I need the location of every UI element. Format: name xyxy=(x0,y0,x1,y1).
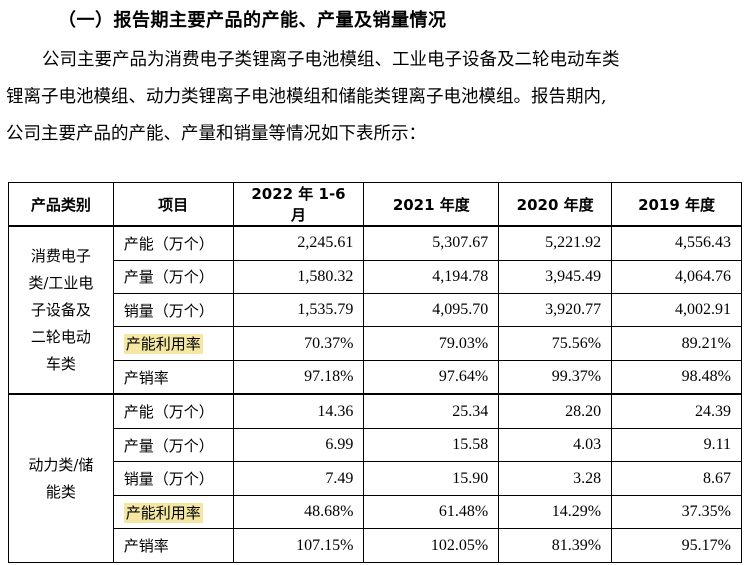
value-cell: 89.21% xyxy=(611,326,742,361)
item-cell: 产能（万个） xyxy=(112,393,234,429)
capacity-output-sales-table: 产品类别 项目 2022 年 1-6 月 2021 年度 2020 年度 201… xyxy=(8,182,742,564)
item-label: 销量（万个） xyxy=(123,301,214,320)
item-label: 产量（万个） xyxy=(123,268,214,287)
value-cell: 28.20 xyxy=(498,393,613,429)
value-cell: 14.36 xyxy=(232,393,365,429)
value-cell: 7.49 xyxy=(232,461,365,496)
value-cell: 14.29% xyxy=(498,494,613,530)
paragraph-line-1: 公司主要产品为消费电子类锂离子电池模组、工业电子设备及二轮电动车类 xyxy=(42,50,620,70)
item-label: 产能（万个） xyxy=(123,234,214,253)
value-cell: 70.37% xyxy=(232,326,365,361)
header-2019: 2019 年度 xyxy=(611,182,742,227)
header-2022h1: 2022 年 1-6 月 xyxy=(232,182,365,227)
table-row: 产量（万个） 6.99 15.58 4.03 9.11 xyxy=(9,427,742,463)
value-cell: 99.37% xyxy=(498,359,613,395)
item-label: 产销率 xyxy=(123,368,169,387)
value-cell: 81.39% xyxy=(498,528,613,563)
value-cell: 102.05% xyxy=(363,528,500,563)
value-cell: 95.17% xyxy=(611,528,742,563)
value-cell: 4,002.91 xyxy=(611,292,742,328)
category-cell: 动力类/储 能类 xyxy=(8,393,114,564)
paragraph-line-3: 公司主要产品的产能、产量和销量等情况如下表所示： xyxy=(6,124,426,144)
table-body: 消费电子 类/工业电 子设备及 二轮电动 车类 产能（万个） 2,245.61 5,307.6… xyxy=(8,224,742,564)
item-cell: 销量（万个） xyxy=(112,461,234,496)
table-row: 销量（万个） 7.49 15.90 3.28 8.67 xyxy=(9,461,742,496)
value-cell: 4.03 xyxy=(498,427,613,463)
value-cell: 61.48% xyxy=(363,494,500,530)
value-cell: 15.58 xyxy=(363,427,500,463)
table-row: 产能利用率 48.68% 61.48% 14.29% 37.35% xyxy=(9,494,742,530)
value-cell: 6.99 xyxy=(232,427,365,463)
table-header-row: 产品类别 项目 2022 年 1-6 月 2021 年度 2020 年度 201… xyxy=(8,182,742,227)
item-label: 销量（万个） xyxy=(123,470,214,489)
table-row: 动力类/储 能类 产能（万个） 14.36 25.34 28.20 24.39 xyxy=(8,393,742,564)
item-label: 产能（万个） xyxy=(123,403,214,422)
item-label: 产销率 xyxy=(123,537,169,556)
value-cell: 37.35% xyxy=(611,494,742,530)
item-cell: 产量（万个） xyxy=(112,259,234,294)
table-row: 销量（万个） 1,535.79 4,095.70 3,920.77 4,002.91 xyxy=(9,292,742,328)
value-cell: 2,245.61 xyxy=(232,225,365,261)
item-cell: 产销率 xyxy=(112,528,234,563)
value-cell: 5,221.92 xyxy=(498,225,613,261)
item-label: 产能利用率 xyxy=(123,334,203,355)
item-cell: 销量（万个） xyxy=(112,292,234,328)
value-cell: 98.48% xyxy=(611,359,742,395)
value-cell: 75.56% xyxy=(498,326,613,361)
item-label: 产能利用率 xyxy=(123,502,203,523)
value-cell: 3.28 xyxy=(498,461,613,496)
value-cell: 4,556.43 xyxy=(611,225,742,261)
header-category: 产品类别 xyxy=(8,182,114,227)
value-cell: 107.15% xyxy=(232,528,365,563)
table-row: 产量（万个） 1,580.32 4,194.78 3,945.49 4,064.76 xyxy=(9,259,742,294)
value-cell: 48.68% xyxy=(232,494,365,530)
paragraph-line-2: 锂离子电池模组、动力类锂离子电池模组和储能类锂离子电池模组。报告期内, xyxy=(6,87,607,107)
value-cell: 4,095.70 xyxy=(363,292,500,328)
item-label: 产量（万个） xyxy=(123,436,214,455)
intro-paragraph: 公司主要产品为消费电子类锂离子电池模组、工业电子设备及二轮电动车类 锂离子电池模… xyxy=(6,42,746,153)
value-cell: 1,535.79 xyxy=(232,292,365,328)
item-cell: 产能（万个） xyxy=(112,225,234,261)
value-cell: 25.34 xyxy=(363,393,500,429)
header-2021: 2021 年度 xyxy=(363,182,500,227)
value-cell: 9.11 xyxy=(611,427,742,463)
item-cell: 产能利用率 xyxy=(112,494,234,530)
header-2020: 2020 年度 xyxy=(498,182,613,227)
value-cell: 4,194.78 xyxy=(363,259,500,294)
value-cell: 97.64% xyxy=(363,359,500,395)
item-cell: 产能利用率 xyxy=(112,326,234,361)
table-row: 产销率 97.18% 97.64% 99.37% 98.48% xyxy=(9,359,742,395)
value-cell: 5,307.67 xyxy=(363,225,500,261)
value-cell: 3,920.77 xyxy=(498,292,613,328)
header-item: 项目 xyxy=(112,182,234,227)
value-cell: 3,945.49 xyxy=(498,259,613,294)
category-cell: 消费电子 类/工业电 子设备及 二轮电动 车类 xyxy=(8,224,114,395)
value-cell: 4,064.76 xyxy=(611,259,742,294)
table-row: 产能利用率 70.37% 79.03% 75.56% 89.21% xyxy=(9,326,742,361)
value-cell: 97.18% xyxy=(232,359,365,395)
item-cell: 产量（万个） xyxy=(112,427,234,463)
value-cell: 79.03% xyxy=(363,326,500,361)
value-cell: 8.67 xyxy=(611,461,742,496)
value-cell: 24.39 xyxy=(611,393,742,429)
item-cell: 产销率 xyxy=(112,359,234,395)
value-cell: 1,580.32 xyxy=(232,259,365,294)
table-row: 消费电子 类/工业电 子设备及 二轮电动 车类 产能（万个） 2,245.61 5,307.6… xyxy=(8,224,742,395)
table-row: 产销率 107.15% 102.05% 81.39% 95.17% xyxy=(9,528,742,563)
value-cell: 15.90 xyxy=(363,461,500,496)
section-heading: （一）报告期主要产品的产能、产量及销量情况 xyxy=(58,10,447,31)
